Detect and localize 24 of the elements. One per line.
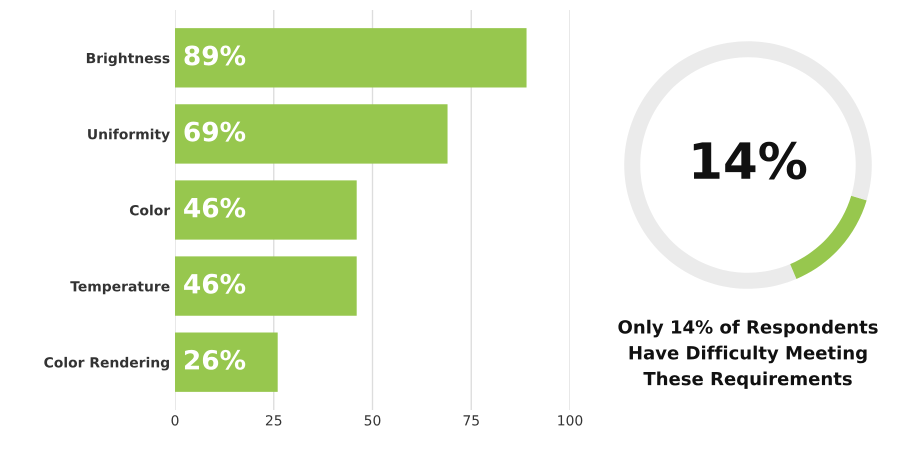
y-tick-label: Color: [130, 204, 170, 216]
text: 14%: [694, 142, 806, 180]
y-tick-label: Uniformity: [88, 128, 170, 142]
bar: [175, 104, 448, 164]
y-tick-label: Brightness: [86, 52, 170, 66]
x-tick-label: 25: [266, 415, 282, 426]
text: Only 14% of Respondents Have Difficulty Meeting These Requirements: [618, 320, 878, 389]
donut-slice: [624, 41, 872, 289]
data-label: 46%: [184, 198, 246, 218]
y-tick-label: Color Rendering: [44, 356, 169, 370]
bar: [175, 256, 357, 316]
data-label: 26%: [184, 350, 246, 370]
x-tick-label: 100: [558, 415, 582, 426]
data-label: 69%: [184, 122, 246, 142]
x-tick-label: 50: [364, 415, 380, 426]
y-tick-label: Temperature: [70, 281, 170, 294]
bar: [175, 180, 357, 240]
x-tick-label: 75: [464, 415, 479, 426]
data-label: 46%: [184, 274, 246, 294]
donut-slice: [790, 196, 867, 279]
bar: [175, 332, 278, 392]
data-label: 89%: [184, 46, 246, 66]
x-tick-label: 0: [171, 415, 178, 426]
bar: [175, 28, 527, 88]
